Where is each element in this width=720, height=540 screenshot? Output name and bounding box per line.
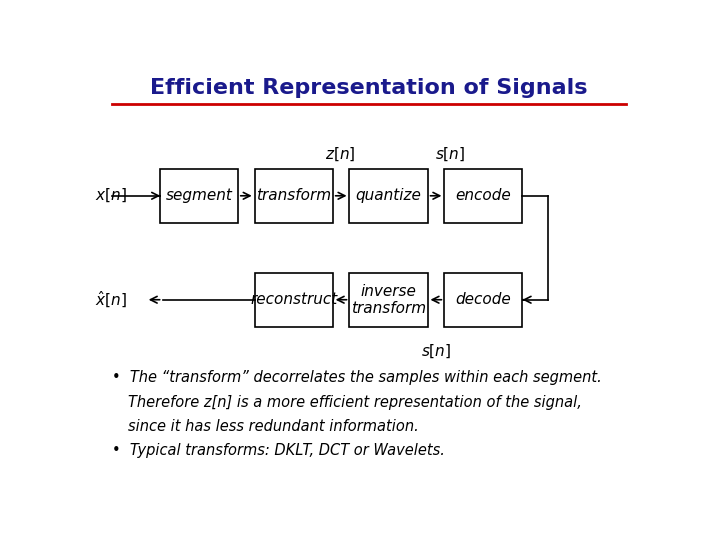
Text: $s[n]$: $s[n]$ <box>420 343 451 360</box>
Text: segment: segment <box>166 188 233 203</box>
Text: $x[n]$: $x[n]$ <box>94 187 126 205</box>
Bar <box>160 168 238 223</box>
Bar <box>444 168 523 223</box>
Text: decode: decode <box>456 292 511 307</box>
Text: Efficient Representation of Signals: Efficient Representation of Signals <box>150 78 588 98</box>
Text: inverse
transform: inverse transform <box>351 284 426 316</box>
Bar <box>349 273 428 327</box>
Text: $s[n]$: $s[n]$ <box>435 145 465 163</box>
Text: reconstruct: reconstruct <box>250 292 337 307</box>
Text: $z[n]$: $z[n]$ <box>325 145 355 163</box>
Text: $\hat{x}[n]$: $\hat{x}[n]$ <box>94 289 126 310</box>
Bar <box>349 168 428 223</box>
Bar <box>255 168 333 223</box>
Text: quantize: quantize <box>356 188 421 203</box>
Text: encode: encode <box>456 188 511 203</box>
Bar <box>444 273 523 327</box>
Bar <box>255 273 333 327</box>
Text: •  The “transform” decorrelates the samples within each segment.: • The “transform” decorrelates the sampl… <box>112 370 602 386</box>
Text: since it has less redundant information.: since it has less redundant information. <box>128 418 419 434</box>
Text: transform: transform <box>256 188 331 203</box>
Text: Therefore z[n] is a more efficient representation of the signal,: Therefore z[n] is a more efficient repre… <box>128 395 582 409</box>
Text: •  Typical transforms: DKLT, DCT or Wavelets.: • Typical transforms: DKLT, DCT or Wavel… <box>112 443 445 458</box>
